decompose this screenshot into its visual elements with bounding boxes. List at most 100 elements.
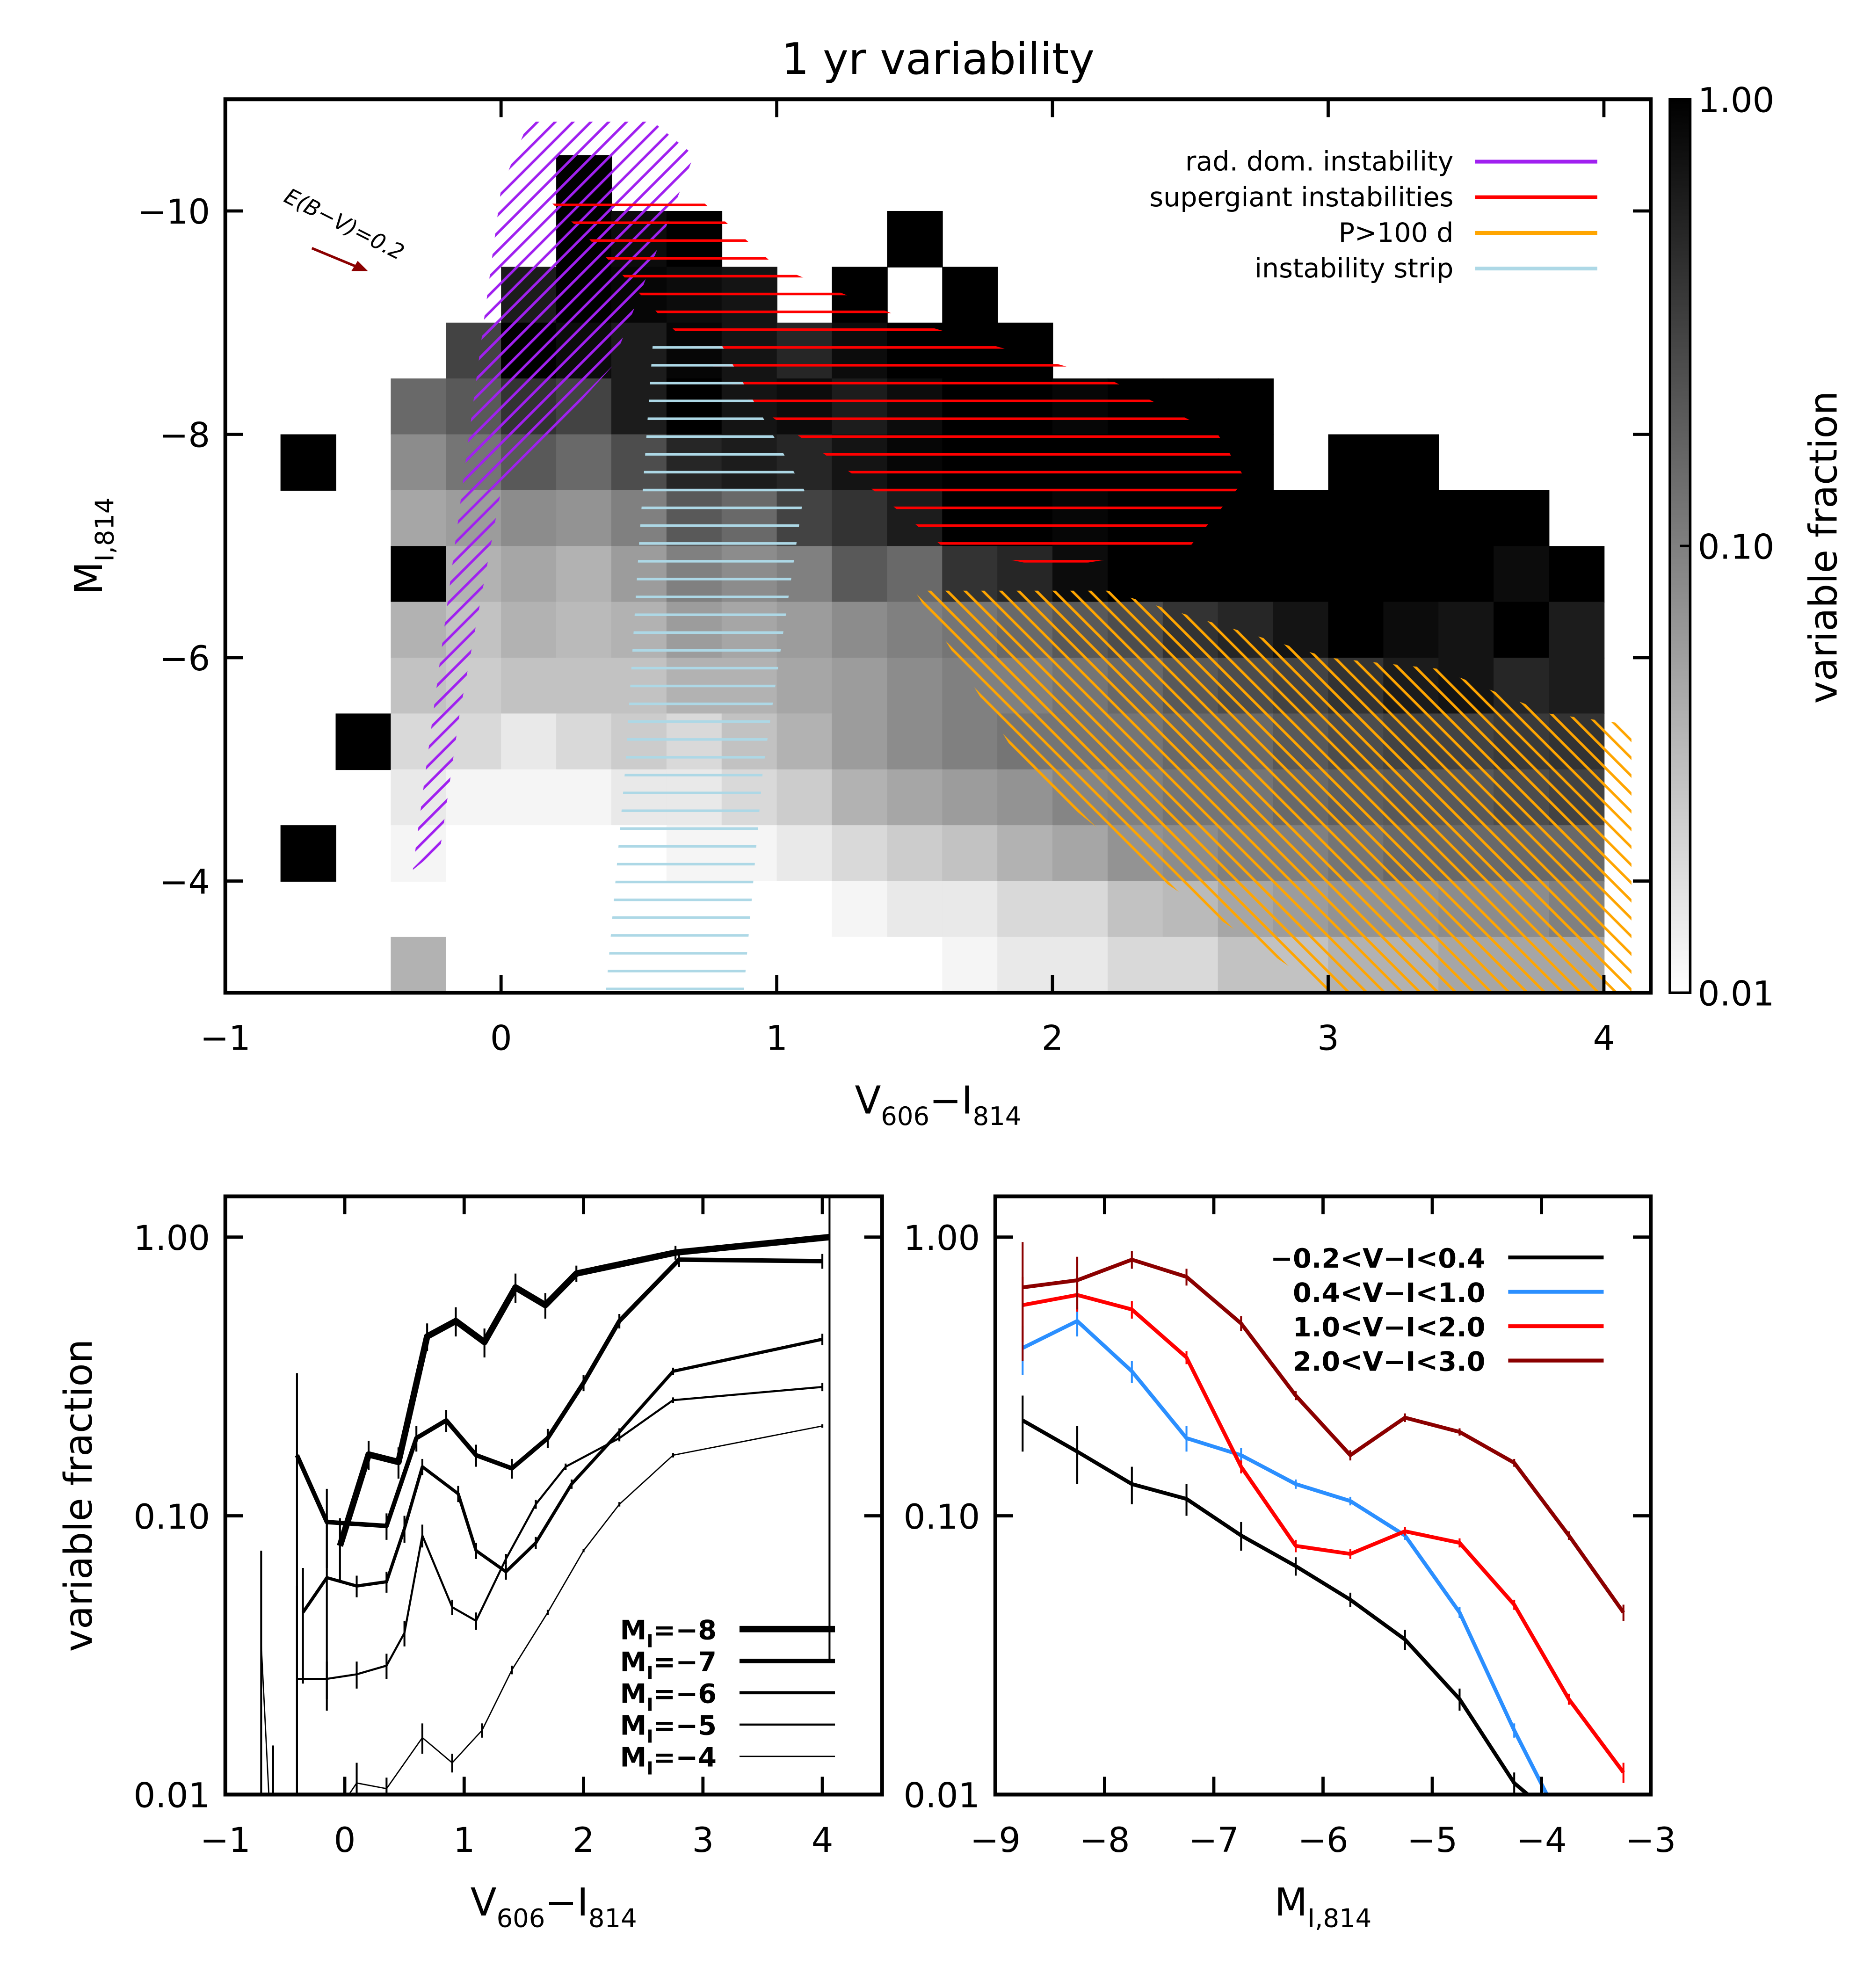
- heat-cell: [832, 490, 888, 547]
- x-axis-label-part: 814: [588, 1903, 637, 1933]
- x-axis-label-part: −I: [929, 1079, 972, 1123]
- heat-cell: [1328, 434, 1384, 491]
- heat-cell: [556, 546, 612, 602]
- chart-title: 1 yr variability: [782, 34, 1095, 84]
- heat-cell: [832, 881, 888, 938]
- heat-cell: [1438, 546, 1494, 602]
- y-tick-label: 0.01: [904, 1776, 980, 1816]
- heat-cell: [556, 936, 612, 993]
- x-axis-label-part: 814: [973, 1101, 1022, 1131]
- x-tick-label: 3: [1317, 1019, 1339, 1059]
- x-axis-label: V606−I814: [471, 1880, 637, 1933]
- heat-cell: [1052, 825, 1109, 882]
- x-axis-label: MI,814: [1275, 1880, 1372, 1933]
- heat-cell: [942, 769, 998, 826]
- x-axis-label-part: 606: [881, 1101, 929, 1131]
- heat-cell: [501, 490, 557, 547]
- heat-cell: [942, 713, 998, 770]
- heat-cell: [446, 881, 502, 938]
- x-tick-label: −3: [1625, 1821, 1676, 1860]
- heat-cell: [391, 936, 447, 993]
- legend-label-part: =−6: [653, 1679, 717, 1710]
- legend-label: 0.4<V−I<1.0: [1293, 1277, 1485, 1308]
- heat-cell: [776, 769, 833, 826]
- x-axis-label-part: −I: [545, 1880, 588, 1925]
- heat-cell: [887, 210, 943, 268]
- heat-cell: [887, 825, 943, 882]
- heat-cell: [832, 602, 888, 659]
- x-tick-label: −8: [1079, 1821, 1130, 1860]
- heat-cell: [501, 825, 557, 882]
- heat-cell: [887, 936, 943, 993]
- x-tick-label: −4: [1516, 1821, 1566, 1860]
- heat-cell: [1549, 658, 1605, 714]
- heat-cell: [776, 881, 833, 938]
- heat-cell: [776, 713, 833, 770]
- heat-cell: [1107, 936, 1164, 993]
- heat-cell: [391, 434, 447, 491]
- plot-area: [260, 1196, 831, 1795]
- legend-label: MI=−5: [620, 1711, 717, 1747]
- heat-cell: [942, 881, 998, 938]
- heat-cell: [1162, 546, 1219, 602]
- legend-label-part: =−5: [653, 1711, 717, 1741]
- heat-cell: [1438, 602, 1494, 659]
- heat-cell: [556, 825, 612, 882]
- heat-cell: [501, 602, 557, 659]
- heat-cell: [280, 825, 336, 882]
- heat-cell: [776, 936, 833, 993]
- x-tick-label: −1: [200, 1821, 251, 1860]
- heat-cell: [1494, 602, 1550, 659]
- legend-label: MI=−8: [620, 1615, 717, 1651]
- heat-cell: [1052, 881, 1109, 938]
- y-tick-label: −4: [160, 863, 210, 902]
- series-line: [297, 1386, 823, 1680]
- x-tick-label: 4: [1593, 1019, 1615, 1059]
- x-tick-label: 1: [453, 1821, 475, 1860]
- heat-cell: [942, 936, 998, 993]
- heat-cell: [556, 881, 612, 938]
- heat-cell: [1549, 546, 1605, 602]
- heat-cell: [776, 658, 833, 714]
- heat-cell: [280, 434, 336, 491]
- x-axis-label-part: I,814: [1307, 1903, 1371, 1933]
- heat-cell: [1328, 546, 1384, 602]
- legend-label-part: =−4: [653, 1742, 717, 1773]
- heat-cell: [501, 881, 557, 938]
- legend-label-part: I: [646, 1695, 653, 1715]
- legend-label-part: M: [620, 1615, 646, 1646]
- x-axis-label-part: 606: [497, 1903, 545, 1933]
- heat-cell: [887, 881, 943, 938]
- y-tick-label: −6: [160, 639, 210, 679]
- heat-cell: [942, 825, 998, 882]
- axes-frame: [223, 97, 1653, 995]
- x-axis-label-part: M: [1275, 1880, 1307, 1925]
- x-axis-label: V606−I814: [855, 1079, 1021, 1131]
- heat-cell: [556, 769, 612, 826]
- x-axis-label-part: V: [471, 1880, 497, 1925]
- heat-cell: [887, 658, 943, 714]
- region: [606, 345, 805, 993]
- region: [542, 194, 1246, 569]
- y-axis-label: variable fraction: [57, 1339, 101, 1652]
- heat-cell: [556, 602, 612, 659]
- heat-cell: [391, 378, 447, 435]
- heat-cell: [887, 713, 943, 770]
- heat-cell: [1494, 490, 1550, 547]
- heat-cell: [501, 546, 557, 602]
- heat-cell: [501, 769, 557, 826]
- heat-cell: [501, 658, 557, 714]
- heat-cell: [391, 546, 447, 602]
- heat-cell: [556, 434, 612, 491]
- heat-cell: [997, 825, 1053, 882]
- heat-cell: [1162, 936, 1219, 993]
- legend-label-part: M: [620, 1742, 646, 1773]
- y-axis-label: MI,814: [67, 497, 119, 595]
- heat-cell: [446, 936, 502, 993]
- heat-cell: [997, 881, 1053, 938]
- x-axis-label-part: V: [855, 1079, 881, 1123]
- series-line: [1022, 1293, 1625, 1774]
- legend-label: 1.0<V−I<2.0: [1293, 1312, 1485, 1343]
- x-tick-label: −6: [1298, 1821, 1348, 1860]
- y-tick-label: 1.00: [904, 1219, 980, 1258]
